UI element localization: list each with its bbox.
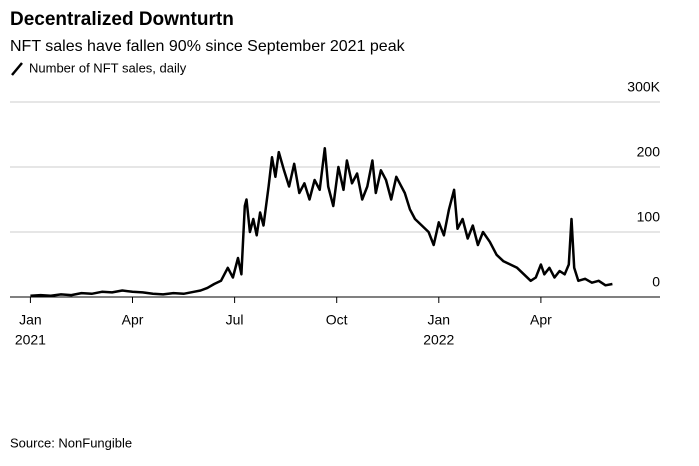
- chart-title: Decentralized Downturtn: [10, 9, 234, 30]
- y-tick-label: 200: [637, 144, 661, 160]
- line: [30, 146, 613, 297]
- y-tick-label: 300K: [627, 79, 660, 95]
- y-tick-label: 0: [652, 274, 660, 290]
- year-label: 2022: [423, 332, 454, 348]
- y-tick-label: 100: [637, 209, 661, 225]
- x-tick-label: Jan: [19, 312, 42, 328]
- x-tick-label: Jul: [226, 312, 244, 328]
- chart-subtitle: NFT sales have fallen 90% since Septembe…: [10, 38, 406, 55]
- year-label: 2021: [15, 332, 46, 348]
- x-tick-label: Apr: [122, 312, 144, 328]
- x-tick-label: Jan: [428, 312, 451, 328]
- x-tick-label: Oct: [326, 312, 348, 328]
- legend-swatch: [11, 62, 23, 76]
- source: Source: NonFungible: [10, 435, 132, 450]
- x-tick-label: Apr: [530, 312, 552, 328]
- legend-label: Number of NFT sales, daily: [29, 60, 187, 75]
